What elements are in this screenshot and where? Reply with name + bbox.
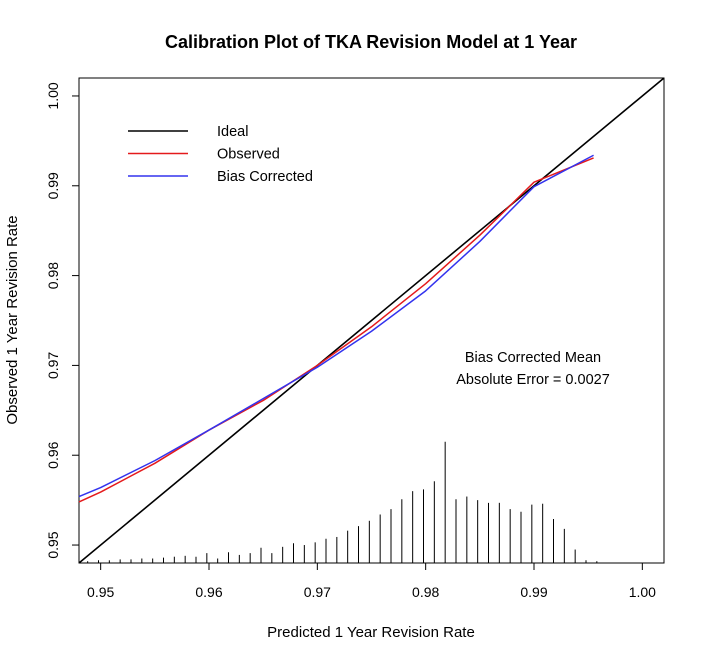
- annotation-line-1: Bias Corrected Mean: [465, 350, 601, 366]
- x-axis-label: Predicted 1 Year Revision Rate: [267, 624, 475, 641]
- legend-label: Bias Corrected: [217, 169, 313, 185]
- series-line-ideal: [78, 77, 665, 564]
- y-tick-label: 0.99: [45, 172, 61, 199]
- y-axis: 0.95 0.96 0.97 0.98 0.99 1.00: [45, 82, 79, 559]
- x-tick-label: 0.97: [304, 584, 331, 600]
- y-tick-label: 0.95: [45, 531, 61, 558]
- x-axis: 0.95 0.96 0.97 0.98 0.99 1.00: [87, 563, 656, 600]
- annotation-line-2: Absolute Error = 0.0027: [456, 372, 610, 388]
- plot-frame: [78, 77, 665, 564]
- legend-label: Ideal: [217, 124, 248, 140]
- y-tick-label: 0.96: [45, 441, 61, 468]
- y-tick-label: 1.00: [45, 82, 61, 109]
- y-axis-label: Observed 1 Year Revision Rate: [4, 215, 21, 424]
- distribution-spikes: [87, 441, 598, 563]
- x-tick-label: 0.98: [412, 584, 439, 600]
- x-tick-label: 1.00: [629, 584, 656, 600]
- x-tick-label: 0.96: [195, 584, 222, 600]
- legend: Ideal Observed Bias Corrected: [128, 124, 313, 185]
- series-line-observed: [78, 157, 594, 503]
- legend-label: Observed: [217, 147, 280, 163]
- series-lines: [78, 77, 665, 564]
- chart-title: Calibration Plot of TKA Revision Model a…: [165, 32, 577, 52]
- series-line-bias-corrected: [78, 154, 594, 498]
- y-tick-label: 0.97: [45, 352, 61, 379]
- y-tick-label: 0.98: [45, 262, 61, 289]
- x-tick-label: 0.99: [520, 584, 547, 600]
- x-tick-label: 0.95: [87, 584, 114, 600]
